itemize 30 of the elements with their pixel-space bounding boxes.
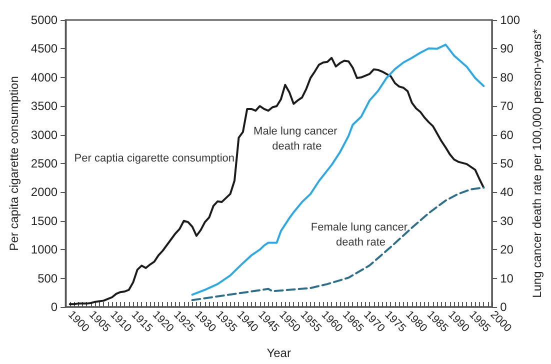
y-tick-label: 1500 <box>30 214 58 228</box>
series-label: Per captia cigarette consumption <box>74 152 234 165</box>
y2-tick-label: 60 <box>500 128 514 142</box>
y2-tick-label: 0 <box>500 300 508 314</box>
y-tick-label: 4000 <box>30 70 58 84</box>
y-axis-title: Per capita cigarette consumption <box>7 76 21 251</box>
y-tick-label: 5000 <box>30 13 58 27</box>
y2-tick-label: 80 <box>500 70 514 84</box>
series-label: Male lung cancer death rate <box>254 126 340 153</box>
y2-tick-label: 50 <box>500 156 514 170</box>
y-tick-label: 500 <box>38 271 58 286</box>
y-tick-label: 3500 <box>30 99 58 114</box>
y-tick-label: 2000 <box>30 185 58 200</box>
y2-tick-label: 30 <box>500 214 514 228</box>
y2-tick-label: 20 <box>500 242 514 257</box>
y-tick-label: 4500 <box>30 42 58 56</box>
line-series <box>68 56 485 306</box>
series-label: Female lung cancer death rate <box>310 222 411 249</box>
y2-tick-label: 100 <box>500 13 520 27</box>
y2-tick-label: 10 <box>500 271 514 286</box>
y-tick-label: 2500 <box>30 156 58 170</box>
x-axis-title: Year <box>266 346 291 360</box>
y2-tick-label: 90 <box>500 42 514 56</box>
y-tick-label: 3000 <box>30 128 58 142</box>
y2-tick-label: 40 <box>500 185 514 200</box>
y2-tick-label: 70 <box>500 99 514 114</box>
y-tick-label: 0 <box>50 300 58 314</box>
y2-axis-title: Lung cancer death rate per 100,000 person-years* <box>530 28 544 298</box>
y-tick-label: 1000 <box>30 242 58 257</box>
line-series <box>191 186 485 302</box>
